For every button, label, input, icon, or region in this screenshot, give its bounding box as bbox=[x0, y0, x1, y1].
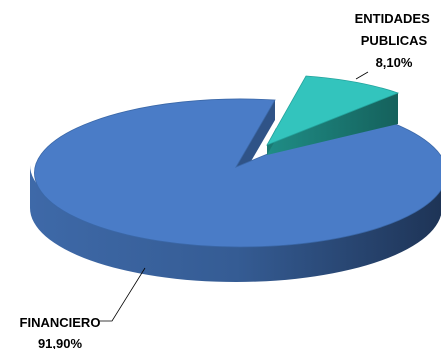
label-entidades: ENTIDADES PUBLICAS bbox=[355, 11, 434, 48]
leader-line-financiero bbox=[98, 268, 145, 321]
value-label-financiero: 91,90% bbox=[38, 336, 83, 349]
value-label-entidades: 8,10% bbox=[376, 55, 413, 70]
label-entidades-line2: PUBLICAS bbox=[361, 33, 428, 48]
label-financiero: FINANCIERO bbox=[20, 315, 101, 330]
leader-line-entidades bbox=[356, 72, 368, 79]
label-entidades-line1: ENTIDADES bbox=[355, 11, 430, 26]
